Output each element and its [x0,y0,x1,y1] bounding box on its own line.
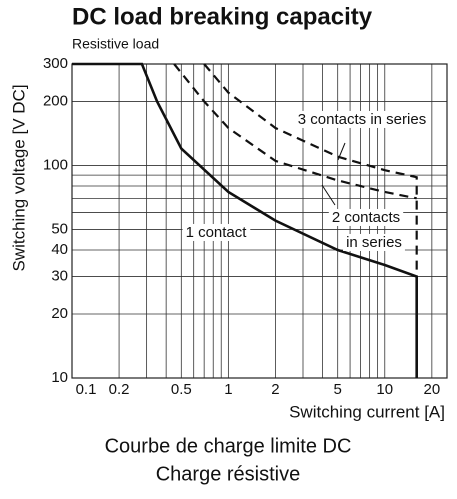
y-tick-label: 10 [51,369,68,386]
x-tick-label: 20 [424,381,441,398]
x-tick-label: 2 [271,381,279,398]
caption: Charge résistive [156,463,301,485]
leader-line [321,184,336,206]
series-label: 1 contact [186,224,248,241]
label-background [294,110,430,128]
y-tick-label: 40 [51,241,68,258]
plot-frame [71,63,448,379]
x-tick-label: 0.5 [171,381,192,398]
y-tick-label: 100 [43,156,68,173]
x-axis-label: Switching current [A] [289,402,445,421]
x-tick-label: 0.2 [109,381,130,398]
series-line [72,62,418,378]
x-tick-label: 10 [376,381,393,398]
chart-title: DC load breaking capacity [72,3,373,30]
y-tick-label: 20 [51,305,68,322]
caption: Courbe de charge limite DC [105,435,352,457]
y-tick-label: 30 [51,268,68,285]
x-tick-label: 1 [224,381,232,398]
label-background [343,233,405,251]
y-tick-label: 50 [51,220,68,237]
x-tick-label: 5 [334,381,342,398]
series-line [173,63,417,200]
y-axis-label: Switching voltage [V DC] [9,84,28,271]
y-tick-label: 300 [43,55,68,72]
x-tick-label: 0.1 [76,381,97,398]
label-background [328,208,404,226]
series-label: in series [346,234,402,251]
series-label: 2 contacts [332,209,400,226]
y-tick-label: 200 [43,92,68,109]
label-background [182,223,251,241]
chart-subtitle: Resistive load [72,36,159,52]
series-label: 3 contacts in series [298,111,426,128]
series-line [203,63,418,277]
